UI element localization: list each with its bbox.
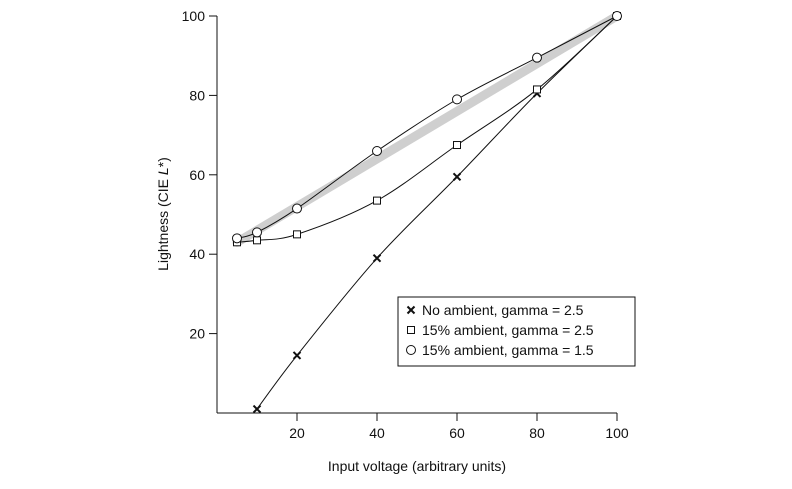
x-tick-label: 60 [449, 425, 465, 441]
y-axis-title-main: Lightness (CIE [155, 175, 171, 271]
x-axis-title: Input voltage (arbitrary units) [328, 458, 506, 474]
data-point-marker [372, 253, 382, 263]
legend-box [397, 296, 636, 367]
legend-marker [406, 305, 416, 315]
x-tick-label: 100 [605, 425, 629, 441]
y-tick-label: 60 [189, 167, 205, 183]
data-point-marker [252, 404, 262, 414]
data-point-marker [232, 233, 242, 244]
data-point-marker [452, 94, 462, 105]
legend-label: 15% ambient, gamma = 2.5 [422, 322, 594, 338]
legend-label: No ambient, gamma = 2.5 [422, 302, 584, 318]
data-point-marker-stroke-b [292, 351, 302, 360]
data-point-marker [452, 172, 462, 181]
data-point-marker [453, 141, 461, 150]
x-tick-label: 80 [529, 425, 545, 441]
x-tick-label: 20 [289, 425, 305, 441]
x-tick-label: 40 [369, 425, 385, 441]
series-2 [232, 11, 622, 244]
legend-marker-stroke-b [406, 305, 416, 315]
series [232, 11, 622, 414]
y-axis-title-italic: L [155, 167, 171, 175]
data-point-marker [292, 351, 302, 360]
data-point-marker [533, 85, 541, 94]
data-point-marker [373, 196, 381, 205]
y-tick-label: 80 [189, 87, 205, 103]
data-point-marker [252, 227, 262, 238]
axes [216, 16, 617, 414]
data-point-marker [292, 203, 302, 214]
y-tick-label: 20 [189, 326, 205, 342]
ticks: 20 40 60 80 100 20 40 60 80 100 [182, 8, 629, 441]
data-point-marker-stroke-b [252, 404, 262, 414]
legend-label: 15% ambient, gamma = 1.5 [422, 342, 594, 358]
data-point-marker [532, 52, 542, 63]
data-point-marker-stroke-b [452, 172, 462, 181]
y-tick-label: 40 [189, 246, 205, 262]
legend-marker [406, 345, 416, 355]
data-point-marker [293, 230, 301, 239]
y-tick-label: 100 [182, 8, 206, 24]
legend-marker [407, 326, 415, 334]
reference-band [232, 11, 622, 247]
data-point-marker [612, 11, 622, 21]
legend: No ambient, gamma = 2.5 15% ambient, gamm… [397, 296, 636, 367]
data-point-marker [253, 236, 261, 245]
y-axis-title: Lightness (CIE L*) [155, 157, 171, 271]
reference-band-layer [232, 11, 622, 247]
data-point-marker-stroke-b [372, 253, 382, 263]
data-point-marker [372, 145, 382, 156]
y-axis-title-end: *) [155, 157, 171, 167]
